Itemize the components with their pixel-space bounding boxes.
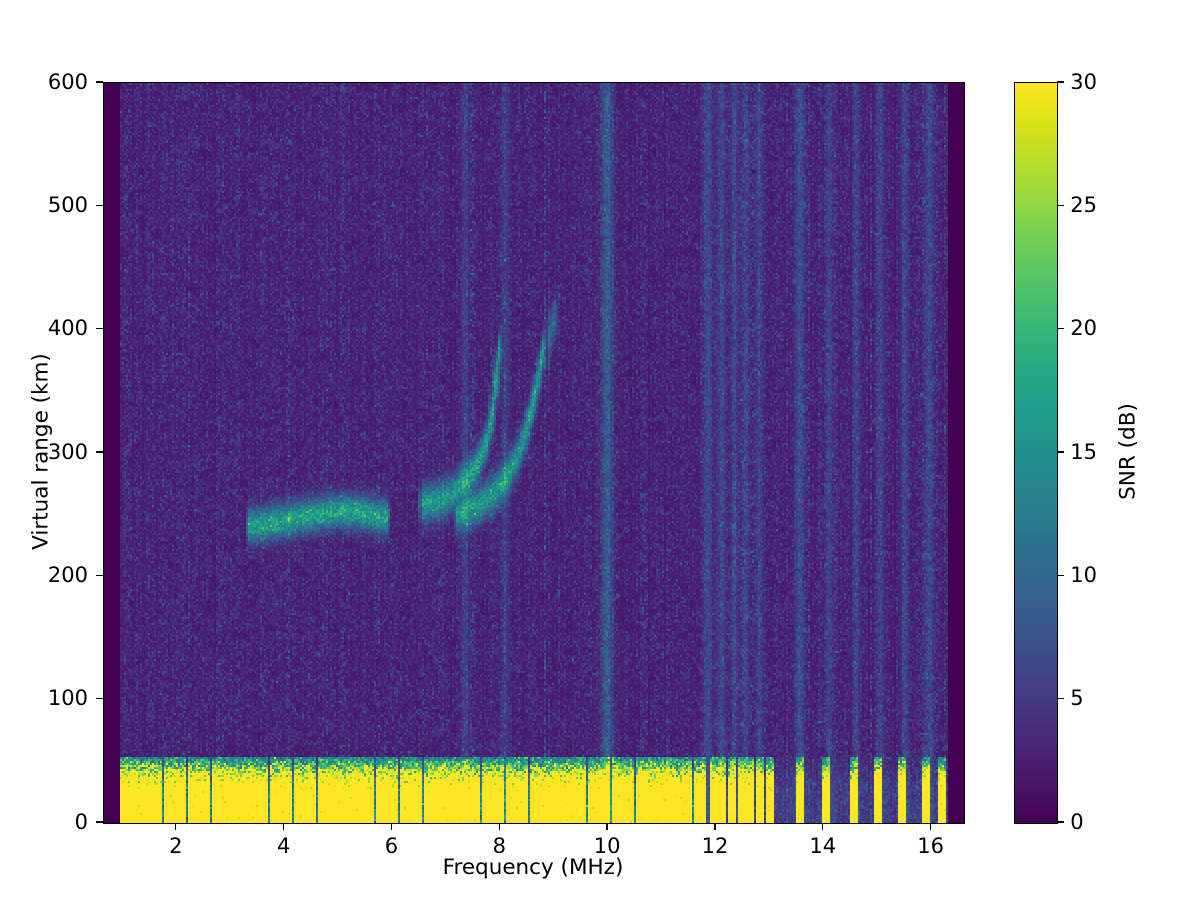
y-tick-label: 200 xyxy=(47,562,88,587)
y-tick-label: 600 xyxy=(47,69,88,94)
colorbar[interactable] xyxy=(1014,82,1058,824)
y-tick-label: 0 xyxy=(74,809,88,834)
x-tick-label: 12 xyxy=(701,834,729,859)
x-tick-mark xyxy=(606,823,608,831)
colorbar-tick-label: 25 xyxy=(1070,192,1098,217)
y-tick-mark xyxy=(96,698,103,700)
x-tick-mark xyxy=(390,823,393,831)
y-tick-mark xyxy=(96,821,103,823)
x-tick-mark xyxy=(822,823,824,831)
x-tick-mark xyxy=(175,823,177,831)
y-axis-label: Virtual range (km) xyxy=(28,353,54,550)
y-tick-mark xyxy=(96,574,103,576)
x-tick-label: 10 xyxy=(593,834,621,859)
x-tick-mark xyxy=(714,823,716,831)
x-tick-label: 14 xyxy=(809,834,837,859)
x-tick-label: 6 xyxy=(384,834,399,859)
y-tick-label: 300 xyxy=(47,439,88,464)
y-tick-label: 400 xyxy=(47,316,88,341)
colorbar-tick-mark xyxy=(1057,574,1065,576)
x-tick-mark xyxy=(929,823,932,831)
y-tick-mark xyxy=(96,328,103,330)
ionogram-plot-area[interactable] xyxy=(103,82,965,824)
x-axis-label: Frequency (MHz) xyxy=(442,855,624,880)
x-tick-mark xyxy=(498,823,500,831)
y-tick-mark xyxy=(96,81,103,83)
colorbar-tick-label: 10 xyxy=(1070,562,1098,587)
x-tick-label: 8 xyxy=(492,834,506,859)
y-tick-label: 100 xyxy=(47,686,88,711)
colorbar-tick-mark xyxy=(1057,328,1065,330)
colorbar-tick-label: 20 xyxy=(1070,316,1098,341)
x-tick-label: 2 xyxy=(169,834,183,859)
colorbar-tick-label: 0 xyxy=(1070,809,1084,834)
colorbar-tick-mark xyxy=(1057,204,1065,206)
ionogram-heatmap-canvas[interactable] xyxy=(104,83,964,823)
colorbar-tick-label: 5 xyxy=(1070,686,1084,711)
colorbar-tick-label: 30 xyxy=(1070,69,1098,94)
x-tick-label: 4 xyxy=(276,834,291,859)
y-tick-mark xyxy=(96,451,103,453)
x-tick-label: 16 xyxy=(917,834,944,859)
colorbar-tick-mark xyxy=(1057,698,1065,700)
x-tick-mark xyxy=(282,823,285,831)
colorbar-gradient xyxy=(1015,83,1057,823)
y-tick-mark xyxy=(96,204,103,206)
colorbar-tick-label: 15 xyxy=(1070,439,1098,464)
y-tick-label: 500 xyxy=(47,192,88,217)
colorbar-tick-mark xyxy=(1057,821,1065,823)
colorbar-label: SNR (dB) xyxy=(1115,403,1141,500)
colorbar-tick-mark xyxy=(1057,451,1065,453)
colorbar-tick-mark xyxy=(1057,81,1065,83)
